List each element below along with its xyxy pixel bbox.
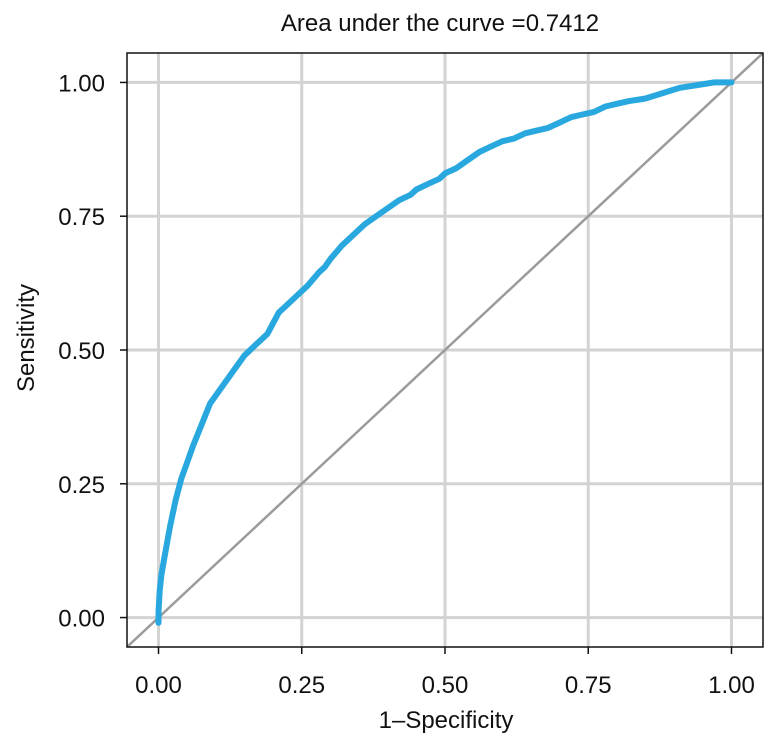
data-layer xyxy=(126,52,764,648)
x-tick-label: 0.25 xyxy=(278,672,325,699)
y-tick-label: 0.75 xyxy=(58,204,105,231)
chart-title: Area under the curve =0.7412 xyxy=(281,10,599,37)
grid-layer xyxy=(127,53,763,647)
y-tick-label: 0.50 xyxy=(58,338,105,365)
y-tick-label: 0.00 xyxy=(58,606,105,633)
x-axis-label: 1–Specificity xyxy=(379,707,514,734)
y-tick-label: 0.25 xyxy=(58,472,105,499)
y-axis-label: Sensitivity xyxy=(13,284,40,392)
reference-diagonal-line xyxy=(126,52,764,648)
roc-curve-line xyxy=(155,79,735,626)
x-tick-label: 1.00 xyxy=(708,672,755,699)
x-tick-label: 0.50 xyxy=(422,672,469,699)
tick-layer: 0.00 0.25 0.50 0.75 1.00 0.00 0.25 0.50 0.75 1.00 xyxy=(58,70,755,699)
x-tick-label: 0.00 xyxy=(135,672,182,699)
y-tick-label: 1.00 xyxy=(58,70,105,97)
x-tick-label: 0.75 xyxy=(565,672,612,699)
